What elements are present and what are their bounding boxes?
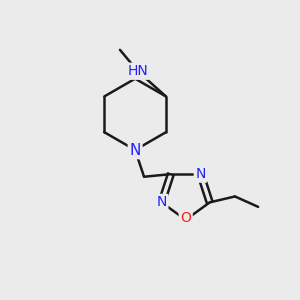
Text: O: O: [180, 212, 191, 225]
Text: N: N: [157, 195, 167, 209]
Text: N: N: [195, 167, 206, 181]
Text: N: N: [130, 142, 141, 158]
Text: HN: HN: [128, 64, 148, 78]
